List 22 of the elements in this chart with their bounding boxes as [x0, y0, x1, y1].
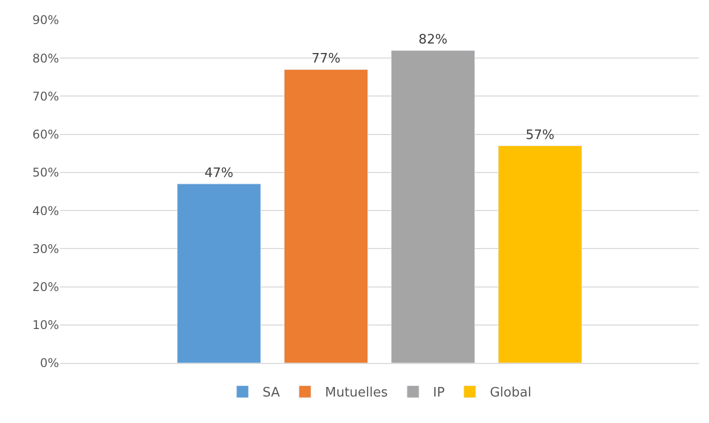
data-label: 77% [312, 52, 340, 67]
legend-label: Mutuelles [324, 386, 388, 401]
y-tick-label: 50% [32, 166, 59, 180]
y-tick-label: 40% [32, 204, 59, 218]
legend-label: Global [490, 386, 532, 401]
legend-label: SA [262, 386, 280, 401]
data-label: 82% [418, 32, 448, 48]
data-label: 47% [204, 166, 234, 181]
bar [498, 146, 582, 363]
y-tick-label: 70% [32, 89, 59, 104]
y-tick-label: 10% [32, 318, 59, 332]
y-tick-label: 60% [32, 128, 59, 142]
bar [284, 69, 368, 363]
y-tick-label: 80% [32, 51, 59, 66]
legend-label: IP [433, 386, 445, 401]
y-tick-label: 90% [32, 13, 59, 28]
y-tick-label: 30% [32, 242, 59, 256]
data-label: 57% [526, 128, 555, 143]
bar [176, 184, 261, 363]
y-tick-label: 20% [32, 280, 59, 294]
bar [391, 50, 476, 363]
y-tick-label: 0% [40, 356, 59, 370]
